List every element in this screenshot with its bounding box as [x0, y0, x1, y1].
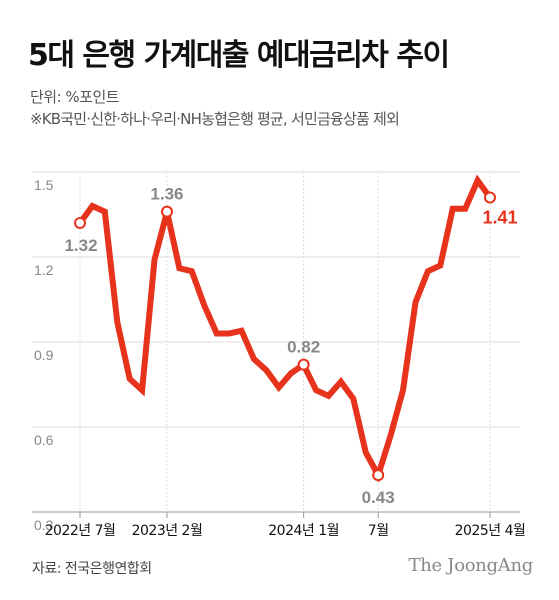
line-chart: 0.3 0.6 0.9 1.2 1.5 2022년 7월 2023년 2월 2024년 1월…	[32, 171, 526, 539]
source-note: 자료: 전국은행연합회	[32, 561, 152, 577]
y-tick-label: 0.9	[34, 347, 54, 363]
data-point-marker	[484, 191, 496, 204]
data-label: 1.32	[64, 236, 97, 255]
series-line	[77, 174, 493, 483]
chart-note: ※KB국민·신한·하나·우리·NH농협은행 평균, 서민금융상품 제외	[30, 110, 400, 128]
brand-logo: The JoongAng	[408, 555, 534, 576]
x-tick-label: 2023년 2월	[132, 523, 203, 539]
y-tick-label: 1.2	[34, 262, 54, 278]
x-tick-label: 2025년 4월	[455, 523, 526, 539]
series-group	[77, 174, 493, 483]
data-markers	[74, 191, 496, 482]
x-tick-label: 2024년 1월	[268, 523, 339, 539]
unit-label: 단위: %포인트	[30, 88, 120, 106]
grid-lines	[32, 171, 520, 428]
data-label: 0.82	[287, 338, 320, 357]
data-labels: 1.32 1.36 0.82 0.43 1.41	[64, 185, 517, 507]
x-tick-label: 2022년 7월	[45, 523, 116, 539]
data-label: 1.36	[150, 185, 183, 204]
x-tick-label: 7월	[368, 523, 389, 539]
x-axis-labels: 2022년 7월 2023년 2월 2024년 1월 7월 2025년 4월	[45, 512, 526, 539]
chart-title: 5대 은행 가계대출 예대금리차 추이	[28, 38, 450, 73]
y-axis-ticks: 0.3 0.6 0.9 1.2 1.5	[34, 177, 54, 533]
data-label: 0.43	[362, 488, 395, 507]
y-tick-label: 0.3	[34, 517, 54, 533]
data-point-marker	[74, 217, 86, 229]
data-point-marker	[297, 358, 310, 371]
data-point-marker	[160, 205, 173, 218]
data-label: 1.41	[482, 208, 517, 228]
y-tick-label: 1.5	[34, 177, 54, 193]
y-tick-label: 0.6	[34, 432, 54, 448]
data-point-marker	[372, 469, 385, 482]
